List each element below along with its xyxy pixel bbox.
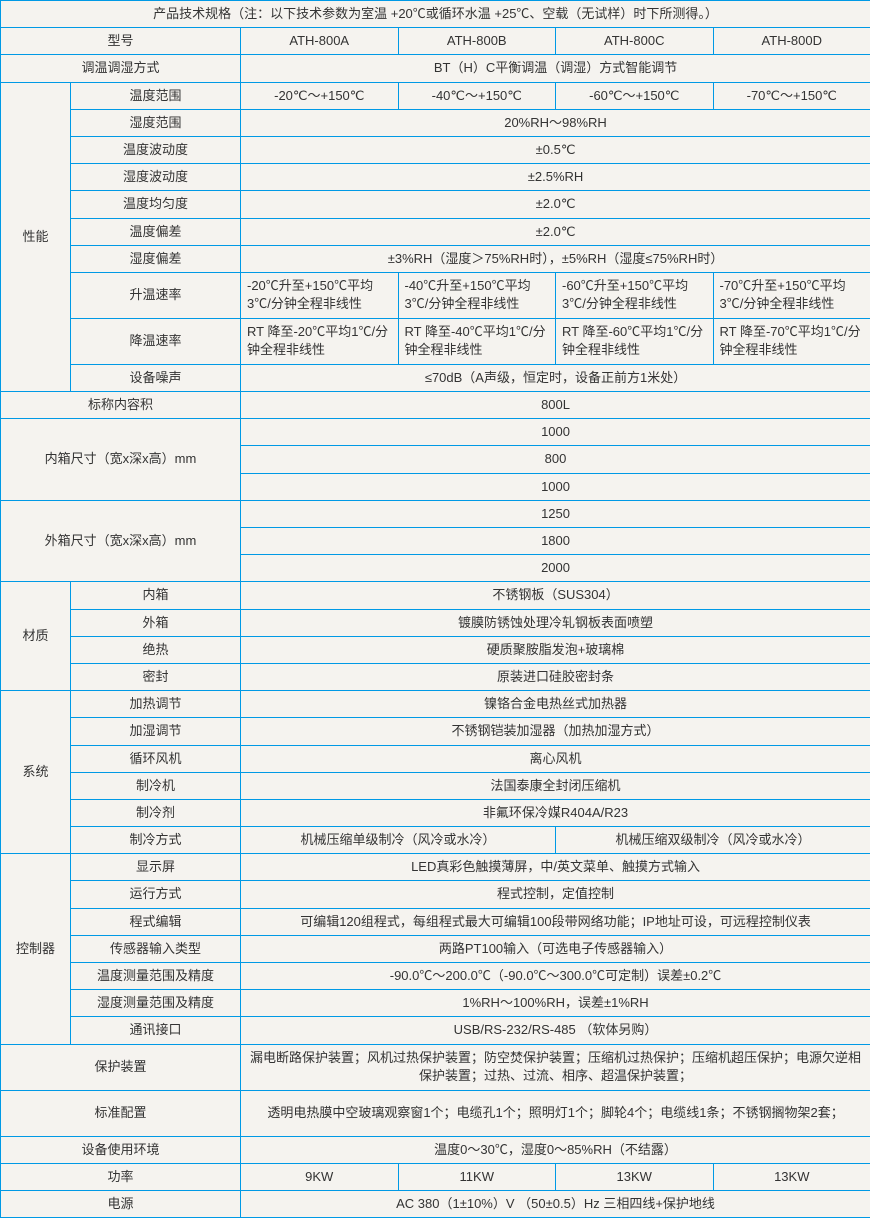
mat-outer-val: 镀膜防锈蚀处理冷轧钢板表面喷塑 [241,609,870,636]
temp-range-label: 温度范围 [71,82,241,109]
sys-cool-label: 制冷方式 [71,827,241,854]
inner-dim-0: 1000 [241,419,870,446]
sys-comp-label: 制冷机 [71,772,241,799]
env-val: 温度0～30℃，湿度0～85%RH（不结露） [241,1136,870,1163]
sys-fan-label: 循环风机 [71,745,241,772]
supply-label: 电源 [1,1190,241,1217]
tuning-label: 调温调湿方式 [1,55,241,82]
protection-val: 漏电断路保护装置；风机过热保护装置；防空焚保护装置；压缩机过热保护；压缩机超压保… [241,1044,870,1090]
cool-rate-3: RT 降至-70℃平均1℃/分钟全程非线性 [713,318,870,364]
ctl-humidmeas-label: 湿度测量范围及精度 [71,990,241,1017]
noise-label: 设备噪声 [71,364,241,391]
model-3: ATH-800D [713,28,870,55]
mat-insul-label: 绝热 [71,636,241,663]
nominal-vol-label: 标称内容积 [1,392,241,419]
inner-dim-1: 800 [241,446,870,473]
sys-heat-label: 加热调节 [71,691,241,718]
supply-val: AC 380（1±10%）V （50±0.5）Hz 三相四线+保护地线 [241,1190,870,1217]
humid-dev-label: 湿度偏差 [71,245,241,272]
sys-ref-val: 非氟环保冷媒R404A/R23 [241,799,870,826]
perf-label: 性能 [1,82,71,392]
ctl-humidmeas-val: 1%RH～100%RH，误差±1%RH [241,990,870,1017]
temp-fluct-val: ±0.5℃ [241,136,870,163]
temp-range-3: -70℃～+150℃ [713,82,870,109]
inner-dim-2: 1000 [241,473,870,500]
mat-seal-val: 原装进口硅胶密封条 [241,663,870,690]
system-label: 系统 [1,691,71,854]
outer-dim-1: 1800 [241,528,870,555]
sys-ref-label: 制冷剂 [71,799,241,826]
humid-range-val: 20%RH～98%RH [241,109,870,136]
temp-range-2: -60℃～+150℃ [556,82,714,109]
model-2: ATH-800C [556,28,714,55]
sys-comp-val: 法国泰康全封闭压缩机 [241,772,870,799]
humid-fluct-label: 湿度波动度 [71,164,241,191]
ctl-run-val: 程式控制，定值控制 [241,881,870,908]
heat-rate-1: -40℃升至+150℃平均3℃/分钟全程非线性 [398,272,556,318]
std-config-val: 透明电热膜中空玻璃观察窗1个；电缆孔1个；照明灯1个；脚轮4个；电缆线1条；不锈… [241,1090,870,1136]
env-label: 设备使用环境 [1,1136,241,1163]
ctl-comm-val: USB/RS-232/RS-485 （软体另购） [241,1017,870,1044]
ctl-comm-label: 通讯接口 [71,1017,241,1044]
sys-cool-cd: 机械压缩双级制冷（风冷或水冷） [556,827,870,854]
outer-dim-0: 1250 [241,500,870,527]
outer-dim-2: 2000 [241,555,870,582]
nominal-vol-val: 800L [241,392,870,419]
temp-range-1: -40℃～+150℃ [398,82,556,109]
ctl-tempmeas-val: -90.0℃～200.0℃（-90.0℃～300.0℃可定制）误差±0.2℃ [241,963,870,990]
spec-table: 产品技术规格（注：以下技术参数为室温 +20℃或循环水温 +25℃、空载（无试样… [0,0,870,1218]
sys-cool-ab: 机械压缩单级制冷（风冷或水冷） [241,827,556,854]
ctl-prog-val: 可编辑120组程式，每组程式最大可编辑100段带网络功能；IP地址可设，可远程控… [241,908,870,935]
ctl-sensor-label: 传感器输入类型 [71,935,241,962]
sys-humid-val: 不锈钢铠装加湿器（加热加湿方式） [241,718,870,745]
humid-dev-val: ±3%RH（湿度＞75%RH时），±5%RH（湿度≤75%RH时） [241,245,870,272]
mat-inner-label: 内箱 [71,582,241,609]
cool-rate-1: RT 降至-40℃平均1℃/分钟全程非线性 [398,318,556,364]
sys-humid-label: 加湿调节 [71,718,241,745]
ctl-display-val: LED真彩色触摸薄屏，中/英文菜单、触摸方式输入 [241,854,870,881]
ctl-run-label: 运行方式 [71,881,241,908]
mat-outer-label: 外箱 [71,609,241,636]
temp-unif-label: 温度均匀度 [71,191,241,218]
temp-dev-val: ±2.0℃ [241,218,870,245]
ctl-sensor-val: 两路PT100输入（可选电子传感器输入） [241,935,870,962]
noise-val: ≤70dB（A声级，恒定时，设备正前方1米处） [241,364,870,391]
heat-rate-3: -70℃升至+150℃平均3℃/分钟全程非线性 [713,272,870,318]
heat-rate-0: -20℃升至+150℃平均3℃/分钟全程非线性 [241,272,399,318]
cool-rate-0: RT 降至-20℃平均1℃/分钟全程非线性 [241,318,399,364]
model-0: ATH-800A [241,28,399,55]
cool-rate-2: RT 降至-60℃平均1℃/分钟全程非线性 [556,318,714,364]
humid-fluct-val: ±2.5%RH [241,164,870,191]
mat-insul-val: 硬质聚胺脂发泡+玻璃棉 [241,636,870,663]
humid-range-label: 湿度范围 [71,109,241,136]
temp-fluct-label: 温度波动度 [71,136,241,163]
temp-unif-val: ±2.0℃ [241,191,870,218]
ctl-display-label: 显示屏 [71,854,241,881]
cool-rate-label: 降温速率 [71,318,241,364]
sys-heat-val: 镍铬合金电热丝式加热器 [241,691,870,718]
controller-label: 控制器 [1,854,71,1044]
protection-label: 保护装置 [1,1044,241,1090]
model-1: ATH-800B [398,28,556,55]
std-config-label: 标准配置 [1,1090,241,1136]
inner-dim-label: 内箱尺寸（宽x深x高）mm [1,419,241,501]
mat-seal-label: 密封 [71,663,241,690]
temp-dev-label: 温度偏差 [71,218,241,245]
material-label: 材质 [1,582,71,691]
heat-rate-label: 升温速率 [71,272,241,318]
mat-inner-val: 不锈钢板（SUS304） [241,582,870,609]
tuning-value: BT（H）C平衡调温（调湿）方式智能调节 [241,55,870,82]
title-cell: 产品技术规格（注：以下技术参数为室温 +20℃或循环水温 +25℃、空载（无试样… [1,1,870,28]
temp-range-0: -20℃～+150℃ [241,82,399,109]
outer-dim-label: 外箱尺寸（宽x深x高）mm [1,500,241,582]
model-label: 型号 [1,28,241,55]
ctl-prog-label: 程式编辑 [71,908,241,935]
heat-rate-2: -60℃升至+150℃平均3℃/分钟全程非线性 [556,272,714,318]
sys-fan-val: 离心风机 [241,745,870,772]
ctl-tempmeas-label: 温度测量范围及精度 [71,963,241,990]
